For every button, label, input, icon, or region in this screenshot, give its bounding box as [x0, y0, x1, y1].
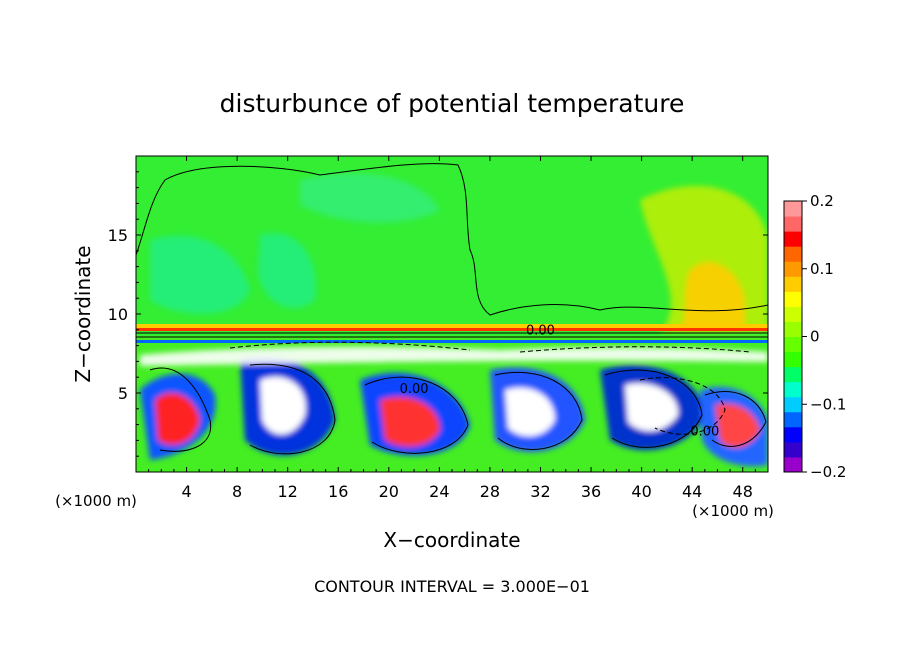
colorbar-tick-label: −0.1 — [810, 395, 846, 413]
warm-plume-2 — [260, 376, 306, 435]
contour-upper-boundary — [136, 163, 768, 316]
y-tick-label: 5 — [118, 384, 128, 403]
colorbar-segment — [784, 441, 802, 458]
dashed-contour-3 — [639, 377, 726, 435]
colorbar-segment — [784, 201, 802, 217]
y-tick-label: 10 — [108, 305, 128, 324]
contour-lower-2 — [249, 363, 336, 455]
inversion-band-red — [136, 328, 768, 331]
contour-lines — [136, 163, 768, 455]
x-tick-label: 8 — [232, 482, 242, 501]
contour-lower-1 — [149, 367, 212, 452]
upper-cyan-patch-mid — [258, 233, 316, 309]
x-tick-label: 44 — [682, 482, 702, 501]
colorbar-segment — [784, 336, 802, 353]
warm-plume-6 — [715, 403, 760, 448]
colorbar-segment — [784, 321, 802, 337]
dashed-contour-2 — [519, 346, 751, 353]
colorbar-segment — [784, 411, 802, 428]
dashed-contours — [229, 341, 751, 435]
contour-lower-4 — [494, 371, 583, 451]
x-unit-label-left: (×1000 m) — [55, 492, 137, 510]
x-axis-label: X−coordinate — [383, 528, 520, 552]
inversion-band-yellow — [136, 324, 768, 328]
x-tick-label: 28 — [480, 482, 500, 501]
warm-plume-3 — [380, 396, 440, 447]
colorbar-segment — [784, 261, 802, 277]
contour-label: 0.00 — [526, 324, 555, 339]
contour-lower-6 — [704, 391, 767, 447]
colorbar-tick-label: 0.1 — [810, 260, 834, 278]
x-tick-label: 20 — [379, 482, 399, 501]
upper-anomalies — [150, 173, 768, 332]
contour-labels: 0.00 0.00 0.00 — [400, 324, 720, 440]
colorbar: 0.2 0.1 0 −0.1 −0.2 — [783, 192, 846, 481]
warm-plume-1 — [155, 392, 200, 445]
x-unit-label-right: (×1000 m) — [692, 502, 774, 520]
y-tick-label: 15 — [108, 226, 128, 245]
upper-cyan-patch-top — [300, 173, 440, 223]
colorbar-segment — [784, 456, 802, 473]
inversion-band-blue — [136, 340, 768, 343]
colorbar-segment — [784, 231, 802, 247]
colorbar-segment — [784, 426, 802, 443]
contour-label: 0.00 — [690, 425, 719, 440]
contour-lower-5 — [604, 369, 703, 448]
colorbar-segment — [784, 216, 802, 232]
colorbar-segment — [784, 246, 802, 262]
x-tick-label: 12 — [278, 482, 298, 501]
contour-interval-footer: CONTOUR INTERVAL = 3.000E−01 — [314, 577, 590, 596]
hot-band — [140, 346, 768, 366]
colorbar-segment — [784, 306, 802, 322]
colorbar-tick-label: 0.2 — [810, 192, 834, 210]
chart-title: disturbunce of potential temperature — [220, 89, 685, 118]
x-tick-label: 24 — [429, 482, 449, 501]
upper-warm-core — [680, 261, 745, 330]
upper-cyan-patch-left — [150, 235, 250, 314]
lower-anomalies — [140, 346, 768, 467]
x-tick-label: 40 — [631, 482, 651, 501]
y-axis-label: Z−coordinate — [71, 245, 95, 382]
contour-label: 0.00 — [400, 382, 429, 397]
dashed-contour-1 — [229, 341, 471, 351]
colorbar-segment — [784, 366, 802, 383]
colorbar-segment — [784, 381, 802, 398]
x-tick-label: 36 — [581, 482, 601, 501]
contour-lower-3 — [364, 376, 469, 454]
colorbar-segment — [784, 396, 802, 413]
x-tick-label: 48 — [733, 482, 753, 501]
colorbar-segment — [784, 276, 802, 292]
plot-area: 0.00 0.00 0.00 — [136, 156, 768, 472]
x-tick-label: 16 — [328, 482, 348, 501]
colorbar-segment — [784, 291, 802, 307]
warm-plume-4 — [505, 387, 555, 437]
colorbar-segment — [784, 351, 802, 368]
x-tick-label: 32 — [530, 482, 550, 501]
warm-plume-5 — [625, 383, 679, 432]
x-tick-label: 4 — [181, 482, 191, 501]
colorbar-tick-label: −0.2 — [810, 463, 846, 481]
colorbar-tick-label: 0 — [810, 328, 820, 346]
